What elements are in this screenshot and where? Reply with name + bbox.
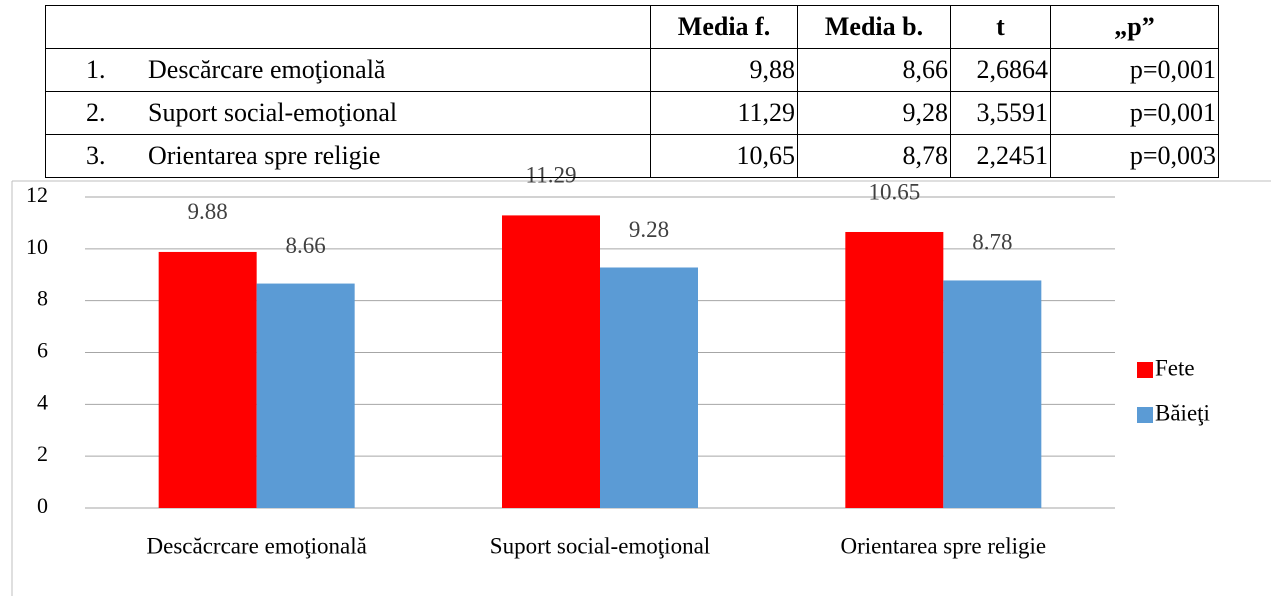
y-tick-label: 8 — [37, 286, 48, 311]
y-tick-label: 4 — [37, 389, 48, 414]
table-cell: 2,6864 — [950, 48, 1051, 92]
bar — [943, 280, 1042, 508]
y-tick-label: 0 — [37, 493, 48, 518]
bar — [502, 215, 600, 509]
table-cell: p=0,001 — [1050, 91, 1219, 135]
x-tick-label: Orientarea spre religie — [841, 533, 1047, 558]
header-cell: „p” — [1050, 5, 1219, 49]
table-cell: 3,5591 — [950, 91, 1051, 135]
y-tick-label: 12 — [26, 182, 48, 207]
row-number: 1. — [86, 55, 106, 84]
table-row: 2. Suport social-emoţional 11,29 9,28 3,5591… — [45, 91, 1219, 135]
legend-swatch — [1137, 407, 1153, 423]
header-cell: Media f. — [650, 5, 798, 49]
legend-swatch — [1137, 362, 1153, 378]
table-cell: 11,29 — [650, 91, 798, 135]
table-cell: 9,28 — [797, 91, 951, 135]
header-cell — [45, 5, 651, 49]
header-cell: Media b. — [797, 5, 951, 49]
table-cell: p=0,001 — [1050, 48, 1219, 92]
legend-label: Fete — [1155, 355, 1195, 380]
header-row: Media f. Media b. t „p” — [45, 5, 1219, 49]
table-cell: 10,65 — [650, 134, 798, 178]
row-number: 2. — [86, 98, 106, 127]
y-tick-label: 10 — [26, 234, 48, 259]
value-label: 8.66 — [286, 233, 326, 258]
row-label: 1. Descărcare emoţională — [45, 48, 651, 92]
table-cell: 8,66 — [797, 48, 951, 92]
bar — [256, 283, 355, 508]
row-name: Suport social-emoţional — [148, 98, 398, 127]
table-cell: 2,2451 — [950, 134, 1051, 178]
legend-label: Băieţi — [1155, 400, 1210, 425]
x-tick-label: Suport social-emoţional — [490, 533, 710, 558]
row-label: 2. Suport social-emoţional — [45, 91, 651, 135]
value-label: 8.78 — [972, 230, 1012, 255]
value-label: 9.28 — [629, 217, 669, 242]
table-cell: p=0,003 — [1050, 134, 1219, 178]
bar — [845, 231, 944, 509]
row-label: 3. Orientarea spre religie — [45, 134, 651, 178]
row-number: 3. — [86, 141, 106, 170]
table-row: 1. Descărcare emoţională 9,88 8,66 2,6864 p=0… — [45, 48, 1219, 92]
table-cell: 9,88 — [650, 48, 798, 92]
row-name: Descărcare emoţională — [148, 55, 386, 84]
bar — [158, 251, 257, 508]
x-tick-label: Descăcrcare emoţională — [147, 533, 367, 558]
table-cell: 8,78 — [797, 134, 951, 178]
bar — [600, 267, 698, 508]
results-table: Media f. Media b. t „p” 1. Descărcare emo… — [45, 5, 1219, 178]
header-cell: t — [950, 5, 1051, 49]
value-label: 10.65 — [868, 179, 920, 204]
value-label: 9.88 — [188, 199, 228, 224]
y-tick-label: 6 — [37, 338, 48, 363]
table-row: 3. Orientarea spre religie 10,65 8,78 2,2451… — [45, 134, 1219, 178]
row-name: Orientarea spre religie — [148, 141, 381, 170]
y-tick-label: 2 — [37, 441, 48, 466]
